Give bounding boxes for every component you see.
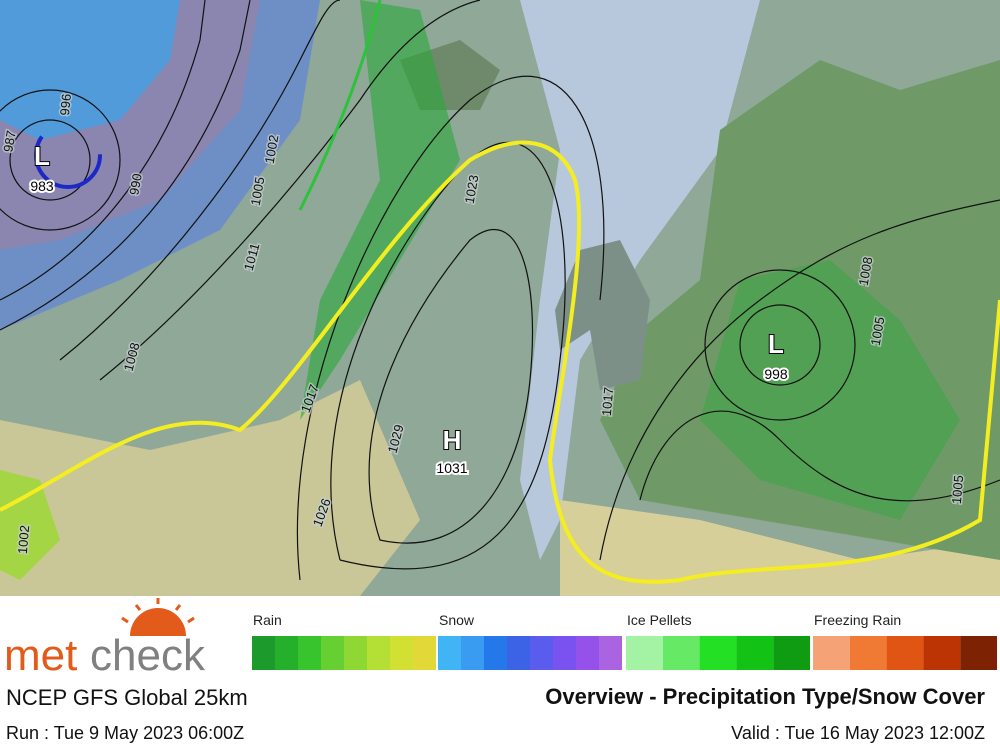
- legend-swatch: [367, 636, 390, 670]
- legend-swatch: [849, 636, 887, 670]
- legend-label: Ice Pellets: [627, 612, 692, 628]
- isobar-label: 1008: [856, 256, 876, 287]
- isobar-label: 1023: [462, 174, 482, 205]
- center-pressure: 998: [764, 366, 788, 382]
- isobar-label: 1017: [599, 387, 616, 417]
- footer: met check NCEP GFS Global 25km Overview …: [4, 598, 997, 743]
- legend-swatch: [960, 636, 997, 670]
- british-isles: [555, 240, 650, 390]
- isobar-label: 1005: [248, 176, 268, 207]
- legend-swatch: [344, 636, 367, 670]
- legend: Rain Snow Ice Pellets Freezing Rain: [252, 612, 997, 670]
- logo-sun: [121, 598, 195, 636]
- legend-swatch: [438, 636, 461, 670]
- legend-swatch: [275, 636, 298, 670]
- legend-swatch: [298, 636, 321, 670]
- valid-time: Valid : Tue 16 May 2023 12:00Z: [731, 723, 985, 743]
- rain-band: [300, 0, 460, 420]
- legend-swatch: [923, 636, 961, 670]
- legend-swatch: [626, 636, 663, 670]
- legend-label: Rain: [253, 612, 282, 628]
- center-pressure: 983: [30, 178, 54, 194]
- legend-swatch: [461, 636, 484, 670]
- subtropical-land: [0, 380, 420, 596]
- legend-swatch: [813, 636, 850, 670]
- run-time: Run : Tue 9 May 2023 06:00Z: [6, 723, 244, 743]
- freezing-line: [298, 0, 382, 211]
- snow-line: [0, 140, 1000, 584]
- center-pressure: 1031: [436, 460, 467, 476]
- isobar-label: 990: [126, 172, 145, 196]
- legend-swatch: [599, 636, 622, 670]
- legend-swatch: [699, 636, 737, 670]
- rain-spot: [0, 470, 60, 580]
- pressure-center: L: [768, 329, 784, 359]
- brand-met: met: [4, 631, 77, 680]
- isobar-label: 1002: [15, 525, 32, 555]
- legend-swatch: [736, 636, 774, 670]
- pressure-center: H: [443, 425, 462, 455]
- africa: [560, 500, 1000, 596]
- legend-swatch: [484, 636, 507, 670]
- isobar-label: 987: [0, 129, 19, 153]
- rain-area: [700, 260, 960, 520]
- light-region: [520, 0, 760, 560]
- legend-swatch: [321, 636, 344, 670]
- legend-swatch: [413, 636, 436, 670]
- legend-swatch: [507, 636, 530, 670]
- isobar-label: 1005: [949, 475, 966, 505]
- legend-swatch: [390, 636, 413, 670]
- legend-swatch: [886, 636, 924, 670]
- legend-swatch: [553, 636, 576, 670]
- legend-label: Snow: [439, 612, 475, 628]
- snow-band: [0, 0, 180, 140]
- model-name: NCEP GFS Global 25km: [6, 685, 248, 710]
- isobar-label: 1002: [262, 134, 282, 165]
- low-ring: [34, 121, 102, 189]
- isobars: [0, 0, 1000, 581]
- isobar-label: 1005: [868, 316, 888, 347]
- legend-label: Freezing Rain: [814, 612, 901, 628]
- brand-check: check: [90, 631, 206, 680]
- legend-swatch: [576, 636, 599, 670]
- legend-swatch: [662, 636, 700, 670]
- pressure-center: L: [34, 141, 50, 171]
- legend-swatch: [773, 636, 810, 670]
- legend-swatch: [252, 636, 275, 670]
- isobar-label: 996: [57, 93, 74, 116]
- map-title: Overview - Precipitation Type/Snow Cover: [545, 684, 985, 709]
- legend-swatch: [530, 636, 553, 670]
